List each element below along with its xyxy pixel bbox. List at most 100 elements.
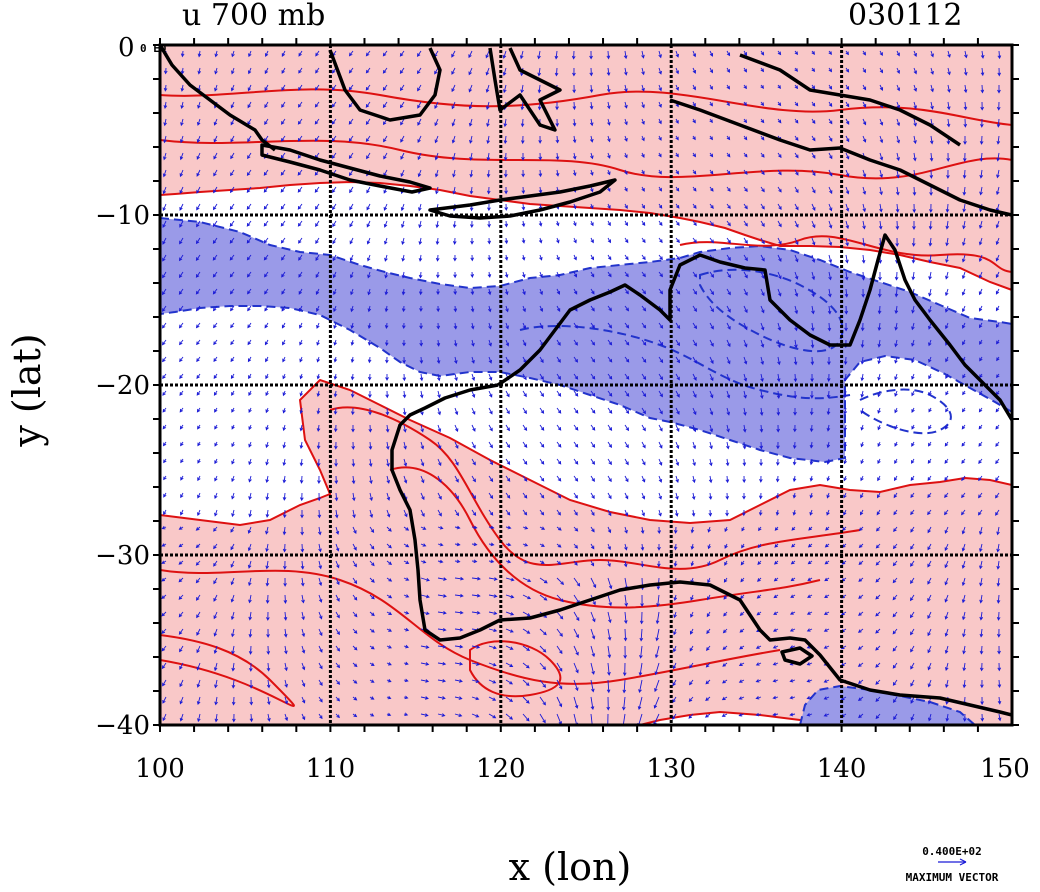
wind-vector-arrow <box>692 186 697 192</box>
wind-vector-arrow <box>995 475 1000 482</box>
wind-vector-arrow <box>857 628 864 633</box>
wind-vector-arrow <box>386 526 392 532</box>
wind-vector-arrow <box>739 645 745 650</box>
wind-vector-arrow <box>267 713 271 722</box>
wind-vector-arrow <box>538 135 542 144</box>
wind-vector-arrow <box>675 492 679 500</box>
wind-vector-arrow <box>622 662 627 677</box>
wind-vector-arrow <box>755 712 762 717</box>
negative-contour <box>859 388 952 435</box>
wind-vector-arrow <box>946 118 951 128</box>
wind-vector-arrow <box>178 628 184 635</box>
wind-vector-arrow <box>639 611 644 625</box>
wind-vector-arrow <box>231 475 235 483</box>
wind-vector-arrow <box>368 424 373 433</box>
positive-region-north <box>160 45 1012 292</box>
wind-vector-arrow <box>590 407 596 414</box>
wind-vector-arrow <box>485 84 490 93</box>
wind-vector-arrow <box>369 679 375 683</box>
wind-vector-arrow <box>927 594 932 602</box>
wind-vector-arrow <box>573 339 578 346</box>
wind-vector-arrow <box>197 713 201 723</box>
wind-vector-arrow <box>386 577 393 582</box>
wind-vector-arrow <box>725 509 729 517</box>
wind-vector-arrow <box>777 356 781 366</box>
wind-vector-arrow <box>726 407 731 416</box>
wind-vector-arrow <box>382 84 388 91</box>
wind-vector-arrow <box>246 271 252 278</box>
wind-vector-arrow <box>759 458 763 467</box>
wind-vector-arrow <box>488 322 492 330</box>
wind-vector-arrow <box>213 543 218 550</box>
wind-vector-arrow <box>437 644 447 649</box>
wind-vector-arrow <box>230 84 235 92</box>
wind-vector-arrow <box>417 84 422 92</box>
wind-vector-arrow <box>760 203 765 210</box>
wind-vector-arrow <box>756 594 762 599</box>
wind-vector-arrow <box>790 560 796 565</box>
wind-vector-arrow <box>672 679 677 687</box>
wind-vector-arrow <box>843 509 847 516</box>
wind-vector-arrow <box>944 492 949 499</box>
wind-vector-arrow <box>809 458 814 466</box>
wind-vector-arrow <box>163 67 168 75</box>
wind-vector-arrow <box>195 305 201 312</box>
wind-vector-arrow <box>368 407 372 416</box>
wind-vector-arrow <box>709 67 713 74</box>
wind-vector-arrow <box>879 135 884 144</box>
wind-vector-arrow <box>589 101 594 110</box>
wind-vector-arrow <box>434 135 439 144</box>
wind-vector-arrow <box>655 611 660 625</box>
wind-vector-arrow <box>894 271 899 281</box>
wind-vector-arrow <box>590 356 596 363</box>
wind-vector-arrow <box>843 356 848 365</box>
wind-vector-arrow <box>163 458 167 464</box>
wind-vector-arrow <box>806 611 813 615</box>
wind-vector-arrow <box>352 543 357 551</box>
wind-vector-arrow <box>658 458 663 466</box>
wind-vector-arrow <box>930 50 934 58</box>
wind-vector-arrow <box>247 356 252 363</box>
wind-vector-arrow <box>945 407 949 413</box>
wind-vector-arrow <box>248 594 252 604</box>
wind-vector-arrow <box>350 390 355 398</box>
wind-vector-arrow <box>806 662 813 666</box>
wind-vector-arrow <box>488 679 497 684</box>
wind-vector-arrow <box>522 679 530 687</box>
wind-vector-arrow <box>657 544 661 551</box>
wind-vector-arrow <box>641 424 646 432</box>
wind-vector-arrow <box>723 611 728 617</box>
wind-vector-arrow <box>299 441 304 450</box>
wind-vector-arrow <box>726 254 731 261</box>
wind-vector-arrow <box>571 50 576 60</box>
wind-vector-arrow <box>726 186 731 192</box>
wind-vector-arrow <box>451 101 456 110</box>
wind-vector-arrow <box>179 713 184 722</box>
wind-vector-arrow <box>213 526 218 532</box>
wind-vector-arrow <box>505 339 510 347</box>
wind-vector-arrow <box>505 288 509 296</box>
wind-vector-arrow <box>471 492 477 500</box>
wind-vector-arrow <box>777 203 782 211</box>
wind-vector-arrow <box>929 186 933 196</box>
wind-vector-arrow <box>706 628 711 635</box>
wind-vector-arrow <box>860 458 864 465</box>
wind-vector-arrow <box>267 696 271 706</box>
wind-vector-arrow <box>454 576 465 581</box>
wind-vector-arrow <box>927 611 932 620</box>
wind-vector-arrow <box>265 560 270 570</box>
wind-vector-arrow <box>978 475 983 482</box>
wind-vector-arrow <box>656 594 660 608</box>
wind-vector-arrow <box>743 220 748 227</box>
axis-ticks <box>153 38 1019 732</box>
wind-vector-arrow <box>877 424 881 431</box>
wind-vector-arrow <box>858 713 864 719</box>
wind-vector-arrow <box>212 237 218 244</box>
wind-vector-arrow <box>962 373 966 379</box>
wind-vector-arrow <box>978 237 983 246</box>
wind-vector-arrow <box>573 526 579 532</box>
wind-vector-arrow <box>860 322 865 332</box>
wind-vector-arrow <box>179 339 184 346</box>
wind-vector-arrow <box>896 118 901 127</box>
negative-contour <box>519 325 851 400</box>
